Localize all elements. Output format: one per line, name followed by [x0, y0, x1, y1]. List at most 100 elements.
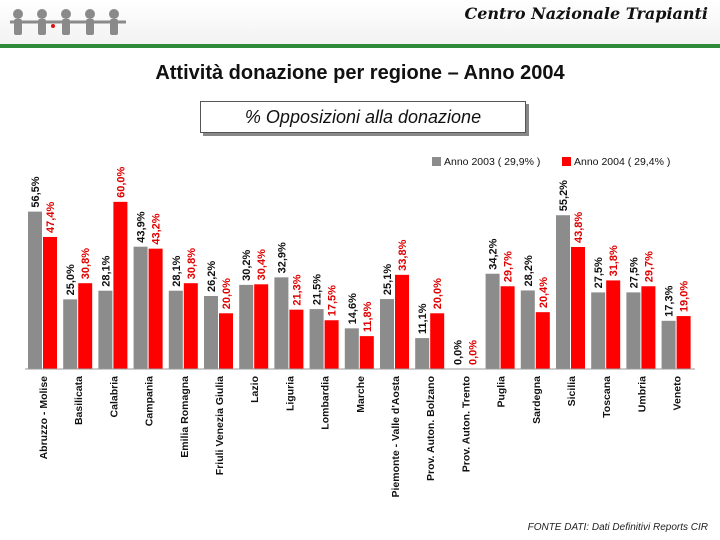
chart-subtitle: % Opposizioni alla donazione	[200, 101, 526, 133]
bar-2003-16	[591, 292, 606, 369]
bar-2004-10	[395, 274, 409, 369]
category-label-6: Lazio	[249, 376, 261, 403]
legend-swatch-2004	[562, 157, 571, 166]
bar-2004-17	[641, 286, 656, 369]
category-label-9: Marche	[355, 376, 367, 413]
value-label-2004-6: 30,4%	[256, 249, 268, 280]
bar-2003-15	[556, 215, 570, 369]
header-band	[0, 0, 720, 48]
value-label-2003-0: 56,5%	[30, 176, 42, 207]
bar-2003-0	[28, 211, 42, 369]
value-label-2003-13: 34,2%	[488, 238, 500, 269]
bar-2003-14	[520, 290, 535, 369]
chart-legend: Anno 2003 ( 29,9% ) Anno 2004 ( 29,4% )	[432, 156, 670, 168]
value-label-2004-12: 0,0%	[467, 340, 479, 365]
value-label-2003-5: 26,2%	[206, 261, 218, 292]
bar-2003-7	[274, 277, 289, 369]
bar-2004-13	[500, 286, 515, 369]
bar-2003-10	[380, 299, 394, 369]
value-label-2003-3: 43,9%	[136, 211, 148, 242]
people-logo-icon	[10, 9, 126, 35]
value-label-2003-17: 27,5%	[628, 257, 640, 288]
value-label-2004-15: 43,8%	[573, 212, 585, 243]
category-label-5: Friuli Venezia Giulia	[214, 376, 226, 475]
bar-2004-15	[571, 246, 585, 369]
bar-2004-1	[78, 283, 93, 369]
value-label-2004-10: 33,8%	[397, 239, 409, 270]
value-label-2003-16: 27,5%	[593, 257, 605, 288]
bar-2004-4	[183, 283, 198, 369]
value-label-2004-3: 43,2%	[151, 213, 163, 244]
category-label-13: Puglia	[496, 376, 508, 408]
value-label-2003-7: 32,9%	[276, 242, 288, 273]
category-label-0: Abruzzo - Molise	[38, 376, 50, 460]
bar-2004-9	[359, 336, 374, 369]
bar-2004-2	[113, 201, 128, 369]
bar-2003-9	[344, 328, 359, 369]
value-label-2003-6: 30,2%	[241, 249, 253, 280]
value-label-2004-5: 20,0%	[221, 278, 233, 309]
data-source: FONTE DATI: Dati Definitivi Reports CIR	[527, 522, 708, 533]
bar-2004-0	[43, 236, 57, 369]
bar-2004-14	[535, 312, 550, 369]
value-label-2004-1: 30,8%	[80, 248, 92, 279]
category-label-17: Umbria	[636, 376, 648, 412]
bar-2004-7	[289, 309, 304, 369]
value-label-2004-18: 19,0%	[679, 281, 691, 312]
category-label-14: Sardegna	[531, 376, 543, 424]
bar-2003-18	[661, 320, 676, 369]
bar-2003-5	[204, 296, 218, 369]
value-label-2004-7: 21,3%	[291, 274, 303, 305]
legend-label-2003: Anno 2003 ( 29,9% )	[444, 156, 540, 168]
header-divider	[0, 44, 720, 48]
category-label-10: Piemonte - Valle d'Aosta	[390, 376, 402, 498]
value-label-2003-8: 21,5%	[312, 274, 324, 305]
value-label-2003-12: 0,0%	[452, 340, 464, 365]
value-label-2003-10: 25,1%	[382, 264, 394, 295]
bar-2003-4	[168, 290, 183, 369]
bar-2003-3	[133, 246, 148, 369]
bar-2004-18	[676, 316, 691, 369]
value-label-2003-9: 14,6%	[347, 293, 359, 324]
bar-2004-11	[430, 313, 445, 369]
category-label-2: Calabria	[108, 376, 120, 418]
bar-2004-3	[148, 248, 163, 369]
category-label-12: Prov. Auton. Trento	[460, 376, 472, 472]
value-label-2004-11: 20,0%	[432, 278, 444, 309]
value-label-2004-4: 30,8%	[186, 248, 198, 279]
value-label-2004-2: 60,0%	[115, 166, 127, 197]
category-label-15: Sicilia	[566, 376, 578, 407]
value-label-2003-2: 28,1%	[100, 255, 112, 286]
category-label-16: Toscana	[601, 376, 613, 418]
category-label-11: Prov. Auton. Bolzano	[425, 376, 437, 481]
value-label-2004-14: 20,4%	[538, 277, 550, 308]
category-label-1: Basilicata	[73, 376, 85, 425]
value-label-2004-0: 47,4%	[45, 202, 57, 233]
bar-2003-17	[626, 292, 641, 369]
value-label-2003-15: 55,2%	[558, 180, 570, 211]
bar-2004-5	[219, 313, 233, 369]
value-label-2004-9: 11,8%	[362, 301, 374, 332]
category-label-7: Liguria	[284, 376, 296, 411]
bar-2003-13	[485, 273, 500, 369]
legend-label-2004: Anno 2004 ( 29,4% )	[574, 156, 670, 168]
value-label-2004-16: 31,8%	[608, 245, 620, 276]
value-label-2003-14: 28,2%	[523, 255, 535, 286]
value-label-2003-11: 11,1%	[417, 303, 429, 334]
value-label-2003-18: 17,3%	[664, 285, 676, 316]
bar-2003-2	[98, 290, 113, 369]
bar-2004-8	[324, 320, 339, 369]
value-label-2003-4: 28,1%	[171, 255, 183, 286]
value-label-2004-8: 17,5%	[327, 285, 339, 316]
opposition-bar-chart: Anno 2003 ( 29,9% ) Anno 2004 ( 29,4% ) …	[25, 156, 695, 498]
value-label-2003-1: 25,0%	[65, 264, 77, 295]
category-label-4: Emilia Romagna	[179, 376, 191, 458]
value-label-2004-13: 29,7%	[503, 251, 515, 282]
bar-2003-11	[415, 338, 430, 369]
category-label-8: Lombardia	[320, 376, 332, 430]
category-label-18: Veneto	[672, 376, 684, 410]
value-label-2004-17: 29,7%	[643, 251, 655, 282]
legend-swatch-2003	[432, 157, 441, 166]
bar-2004-16	[606, 280, 621, 369]
bar-2004-6	[254, 284, 269, 369]
